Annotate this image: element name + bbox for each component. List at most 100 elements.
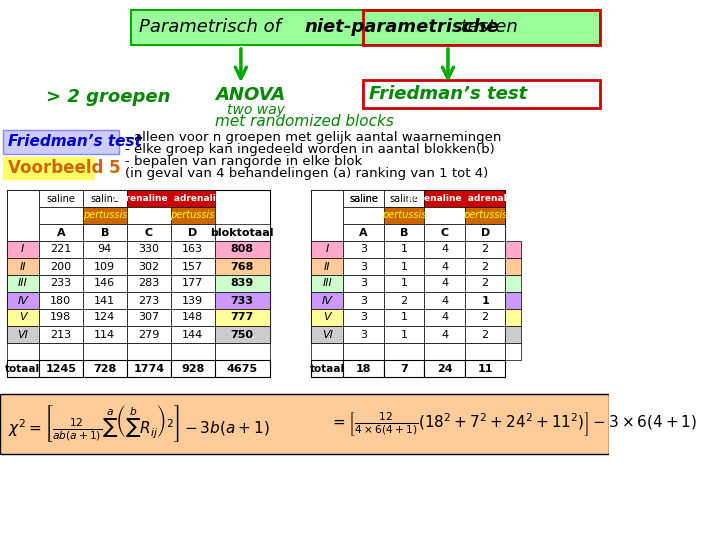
Bar: [384, 190, 424, 207]
Bar: [311, 360, 343, 377]
Bar: [424, 190, 505, 207]
Text: IV: IV: [322, 295, 333, 306]
Bar: [215, 258, 269, 275]
Text: pertussis: pertussis: [382, 211, 426, 220]
Bar: [465, 360, 505, 377]
Bar: [384, 275, 424, 292]
Bar: [343, 326, 384, 343]
Bar: [311, 258, 343, 275]
Text: 728: 728: [93, 363, 117, 374]
Bar: [39, 292, 83, 309]
Text: 233: 233: [50, 279, 71, 288]
Text: 839: 839: [230, 279, 253, 288]
Bar: [505, 343, 521, 360]
Text: 146: 146: [94, 279, 115, 288]
Bar: [465, 224, 505, 241]
Bar: [6, 309, 39, 326]
Bar: [424, 343, 465, 360]
Bar: [343, 275, 384, 292]
Bar: [384, 224, 424, 241]
Text: 213: 213: [50, 329, 71, 340]
Bar: [424, 292, 465, 309]
Bar: [83, 241, 127, 258]
Text: C: C: [145, 227, 153, 238]
Bar: [343, 258, 384, 275]
Bar: [127, 241, 171, 258]
Bar: [311, 241, 343, 258]
Bar: [215, 275, 269, 292]
Bar: [311, 343, 343, 360]
Bar: [215, 241, 269, 258]
Bar: [127, 343, 171, 360]
Text: B: B: [101, 227, 109, 238]
Text: 24: 24: [437, 363, 452, 374]
Text: bloktotaal: bloktotaal: [210, 227, 274, 238]
Text: 3: 3: [360, 295, 367, 306]
Text: 808: 808: [230, 245, 253, 254]
Bar: [424, 275, 465, 292]
Text: 1245: 1245: [45, 363, 76, 374]
Bar: [171, 224, 215, 241]
FancyBboxPatch shape: [4, 130, 120, 154]
Bar: [215, 343, 269, 360]
Bar: [505, 326, 521, 343]
Text: 4: 4: [441, 279, 448, 288]
Bar: [83, 275, 127, 292]
Text: 1: 1: [400, 279, 408, 288]
Bar: [39, 241, 83, 258]
Text: 768: 768: [230, 261, 254, 272]
Text: VI: VI: [322, 329, 333, 340]
Bar: [424, 224, 465, 241]
Text: III: III: [323, 279, 332, 288]
Bar: [384, 343, 424, 360]
Bar: [171, 360, 215, 377]
Bar: [83, 292, 127, 309]
Bar: [384, 309, 424, 326]
Bar: [343, 292, 384, 309]
Text: (in geval van 4 behandelingen (a) ranking van 1 tot 4): (in geval van 4 behandelingen (a) rankin…: [125, 166, 488, 179]
Text: V: V: [323, 313, 331, 322]
Text: 330: 330: [138, 245, 159, 254]
Text: 2: 2: [482, 245, 489, 254]
Bar: [6, 292, 39, 309]
Text: pertussis: pertussis: [463, 211, 508, 220]
Bar: [83, 224, 127, 241]
Bar: [171, 326, 215, 343]
Text: VI: VI: [17, 329, 28, 340]
Bar: [6, 360, 39, 377]
Bar: [465, 326, 505, 343]
Text: pertussis: pertussis: [171, 211, 215, 220]
Text: - elke groep kan ingedeeld worden in aantal blokken(b): - elke groep kan ingedeeld worden in aan…: [125, 143, 495, 156]
Text: 750: 750: [230, 329, 253, 340]
Bar: [39, 190, 83, 207]
Bar: [171, 258, 215, 275]
Text: I: I: [21, 245, 24, 254]
Text: 180: 180: [50, 295, 71, 306]
Text: 94: 94: [98, 245, 112, 254]
Bar: [215, 326, 269, 343]
Bar: [424, 258, 465, 275]
Bar: [215, 309, 269, 326]
Bar: [6, 190, 39, 241]
Text: saline: saline: [349, 193, 378, 204]
Text: III: III: [18, 279, 27, 288]
Bar: [384, 326, 424, 343]
Text: 1: 1: [400, 329, 408, 340]
Text: 4675: 4675: [227, 363, 258, 374]
Text: 221: 221: [50, 245, 71, 254]
Text: 163: 163: [182, 245, 203, 254]
Text: saline: saline: [91, 193, 120, 204]
Text: pertussis: pertussis: [83, 211, 127, 220]
Text: 1: 1: [400, 261, 408, 272]
Text: 144: 144: [182, 329, 203, 340]
Text: totaal: totaal: [310, 363, 345, 374]
Bar: [465, 241, 505, 258]
Bar: [215, 224, 269, 241]
Text: IV: IV: [17, 295, 28, 306]
Text: testen: testen: [455, 18, 518, 36]
Bar: [6, 258, 39, 275]
Bar: [343, 190, 384, 207]
Text: totaal: totaal: [5, 363, 40, 374]
Bar: [505, 292, 521, 309]
Text: B: B: [400, 227, 408, 238]
